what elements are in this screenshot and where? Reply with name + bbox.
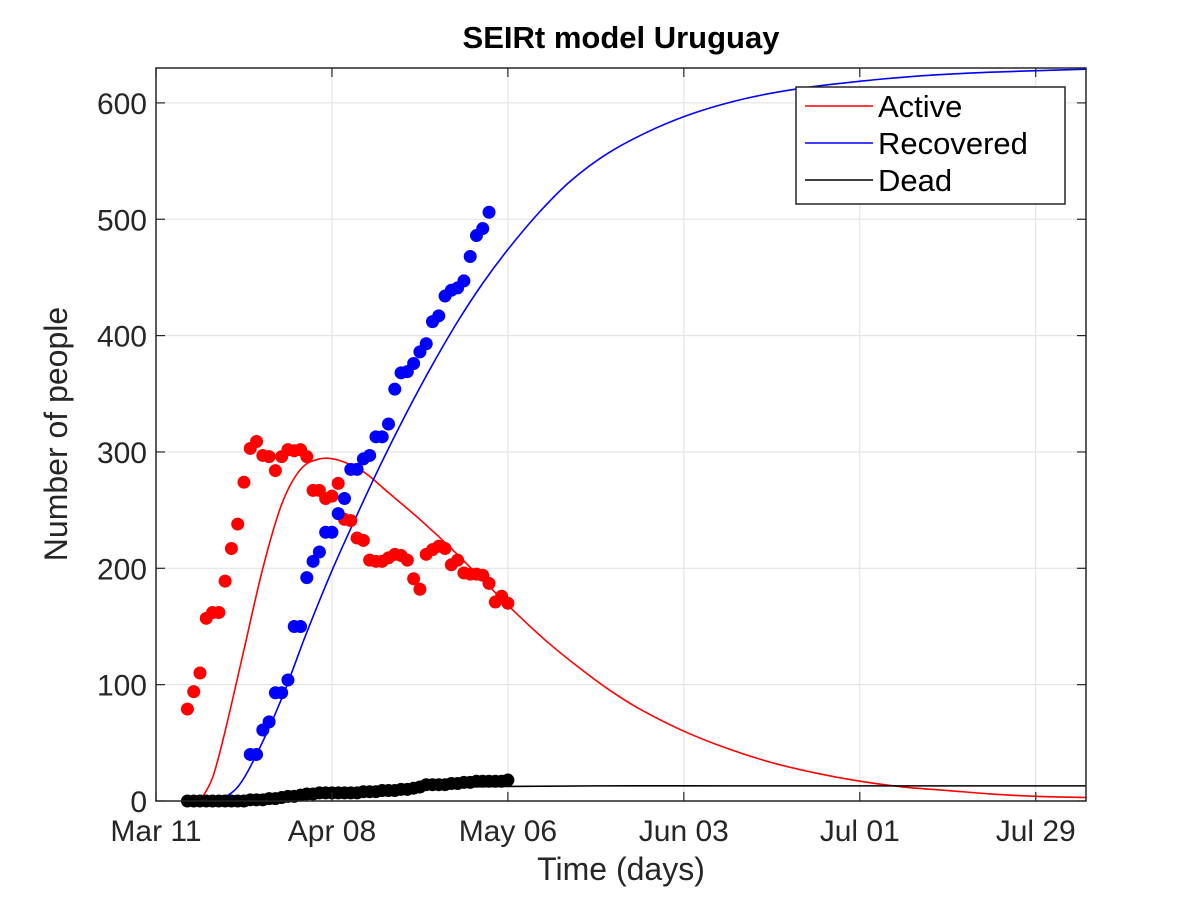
data-point bbox=[300, 571, 314, 585]
x-tick-label: Jun 03 bbox=[639, 815, 729, 848]
data-point bbox=[193, 666, 207, 680]
data-point bbox=[338, 491, 352, 505]
data-point bbox=[476, 222, 490, 236]
data-point bbox=[463, 249, 477, 263]
data-point bbox=[325, 525, 339, 539]
chart-title: SEIRt model Uruguay bbox=[463, 20, 781, 55]
data-point bbox=[382, 417, 395, 431]
data-point bbox=[262, 450, 276, 464]
data-point bbox=[432, 309, 446, 323]
data-point bbox=[407, 357, 421, 371]
data-point bbox=[218, 574, 232, 588]
data-point bbox=[300, 450, 314, 464]
data-point bbox=[331, 476, 345, 490]
data-point bbox=[375, 430, 389, 444]
data-point bbox=[325, 489, 339, 503]
x-tick-label: Jul 29 bbox=[996, 815, 1076, 848]
data-point bbox=[250, 434, 264, 448]
x-tick-label: May 06 bbox=[459, 815, 557, 848]
data-point bbox=[331, 507, 345, 521]
observed-points bbox=[180, 205, 515, 808]
data-point bbox=[501, 773, 515, 787]
data-point bbox=[350, 462, 364, 476]
y-tick-label: 300 bbox=[97, 437, 147, 470]
legend-label: Dead bbox=[878, 163, 952, 198]
plot-frame bbox=[155, 67, 1087, 802]
data-point bbox=[501, 596, 515, 610]
series-line-recovered bbox=[218, 68, 1087, 802]
data-point bbox=[231, 517, 245, 531]
y-tick-label: 0 bbox=[130, 786, 147, 819]
data-point bbox=[482, 576, 496, 590]
data-point bbox=[407, 572, 421, 586]
data-point bbox=[187, 685, 201, 699]
data-point bbox=[482, 205, 496, 219]
data-point bbox=[268, 464, 282, 478]
y-tick-label: 400 bbox=[97, 321, 147, 354]
data-point bbox=[180, 702, 194, 716]
data-point bbox=[294, 619, 308, 633]
data-point bbox=[356, 533, 370, 547]
legend-label: Recovered bbox=[878, 126, 1028, 161]
series-line-active bbox=[199, 457, 1087, 802]
y-axis-label: Number of people bbox=[38, 307, 74, 561]
data-point bbox=[438, 542, 452, 556]
data-point bbox=[413, 582, 427, 596]
data-point bbox=[457, 274, 471, 288]
y-tick-label: 500 bbox=[97, 204, 147, 237]
y-tick-label: 100 bbox=[97, 670, 147, 703]
data-point bbox=[312, 545, 326, 559]
data-point bbox=[275, 686, 289, 700]
data-point bbox=[388, 382, 402, 396]
data-point bbox=[306, 554, 320, 568]
data-point bbox=[363, 448, 377, 462]
axis-ticks: Mar 11 Apr 08 May 06 Jun 03 Jul 01 Jul 29 0 100… bbox=[97, 68, 1086, 848]
data-point bbox=[344, 514, 358, 528]
data-point bbox=[212, 606, 226, 620]
x-tick-label: Apr 08 bbox=[288, 815, 376, 848]
data-point bbox=[281, 673, 295, 687]
data-point bbox=[250, 747, 264, 761]
data-point bbox=[419, 337, 433, 351]
y-tick-label: 600 bbox=[97, 88, 147, 121]
data-point bbox=[224, 542, 238, 556]
data-point bbox=[400, 553, 414, 567]
data-point bbox=[262, 715, 276, 729]
x-axis-label: Time (days) bbox=[537, 851, 705, 887]
data-point bbox=[237, 475, 251, 489]
y-tick-label: 200 bbox=[97, 553, 147, 586]
x-tick-label: Mar 11 bbox=[110, 815, 201, 848]
data-point bbox=[451, 553, 465, 567]
x-tick-label: Jul 01 bbox=[820, 815, 900, 848]
legend-label: Active bbox=[878, 89, 962, 124]
